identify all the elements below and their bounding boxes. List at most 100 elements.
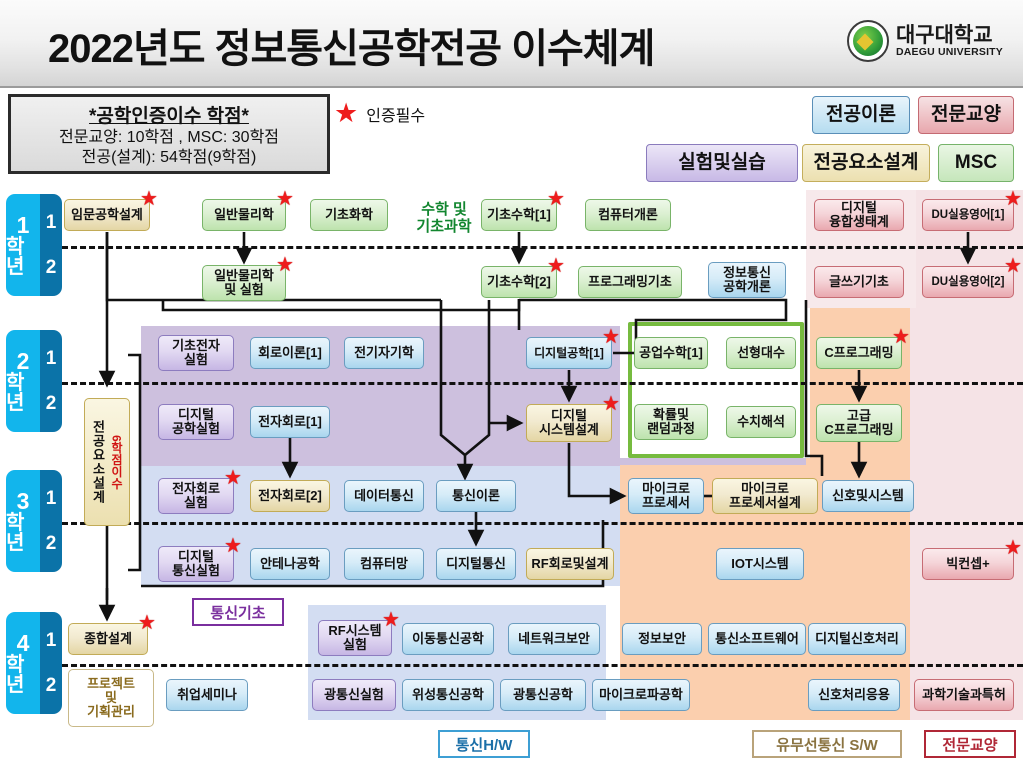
course-box-c23[interactable]: 디지털 시스템설계 <box>526 404 612 442</box>
course-box-c14[interactable]: 기초전자 실험 <box>158 335 234 371</box>
course-label: 통신소프트웨어 <box>715 630 799 646</box>
group-label-math-science: 수학 및 기초과학 <box>398 200 490 236</box>
course-box-c15[interactable]: 회로이론[1] <box>250 337 330 369</box>
course-box-c50[interactable]: 위성통신공학 <box>402 679 494 711</box>
course-label: 신호처리응용 <box>818 686 890 702</box>
course-box-c12[interactable]: 글쓰기기초 <box>814 266 904 298</box>
course-box-c36[interactable]: 컴퓨터망 <box>344 548 424 580</box>
course-label: 수치해석 <box>737 413 785 429</box>
required-star-icon: ★ <box>1004 188 1022 210</box>
course-box-c49[interactable]: 광통신실험 <box>312 679 396 711</box>
course-box-c47[interactable]: 디지털신호처리 <box>808 623 906 655</box>
course-box-c48[interactable]: 취업세미나 <box>166 679 248 711</box>
course-label: 디지털 시스템설계 <box>539 407 599 437</box>
course-box-c10[interactable]: 프로그래밍기초 <box>578 266 682 298</box>
course-label: 빅컨셉+ <box>946 555 990 571</box>
course-box-c43[interactable]: 이동통신공학 <box>402 623 494 655</box>
course-box-c19[interactable]: 선형대수 <box>726 337 796 369</box>
course-label: 선형대수 <box>737 344 785 360</box>
course-box-c32[interactable]: 마이크로 프로세서설계 <box>712 478 818 514</box>
year-1-sem-1: 1 <box>45 211 57 233</box>
course-label: 마이크로파공학 <box>599 686 683 702</box>
course-label: 광통신공학 <box>513 686 573 702</box>
course-box-c06[interactable]: 디지털 융합생태계 <box>814 199 904 231</box>
course-box-c13[interactable]: DU실용영어[2] <box>922 266 1014 298</box>
course-box-c31[interactable]: 마이크로 프로세서 <box>628 478 704 514</box>
university-logo: 대구대학교 DAEGU UNIVERSITY <box>846 20 1003 62</box>
course-box-c07[interactable]: DU실용영어[1] <box>922 199 1014 231</box>
course-label: IOT시스템 <box>731 555 789 571</box>
course-box-c52[interactable]: 마이크로파공학 <box>592 679 690 711</box>
required-star-icon: ★ <box>602 393 620 415</box>
tag-comm-hw: 통신H/W <box>438 730 530 758</box>
year-3-sem-2: 2 <box>45 532 57 554</box>
course-box-c04[interactable]: 기초수학[1] <box>481 199 557 231</box>
course-box-c33[interactable]: 신호및시스템 <box>822 480 914 512</box>
course-box-c25[interactable]: 수치해석 <box>726 406 796 438</box>
course-label: 컴퓨터망 <box>360 555 408 571</box>
course-box-c21[interactable]: 디지털 공학실험 <box>158 404 234 440</box>
course-label: 디지털신호처리 <box>815 630 899 646</box>
course-box-c05[interactable]: 컴퓨터개론 <box>585 199 671 231</box>
semester-divider-y2 <box>62 382 1023 385</box>
math-science-line2: 기초과학 <box>416 218 472 235</box>
course-box-c24[interactable]: 확률및 랜덤과정 <box>634 404 708 440</box>
course-box-c02[interactable]: 일반물리학 <box>202 199 286 231</box>
course-label: 통신이론 <box>452 487 500 503</box>
legend-chip-liberal[interactable]: 전문교양 <box>918 96 1014 134</box>
course-box-c01[interactable]: 임문공학설계 <box>64 199 150 231</box>
course-box-c18[interactable]: 공업수학[1] <box>634 337 708 369</box>
course-box-c42[interactable]: RF시스템 실험 <box>318 620 392 656</box>
course-box-c17[interactable]: 디지털공학[1] <box>526 337 612 369</box>
course-box-c11[interactable]: 정보통신 공학개론 <box>708 262 786 298</box>
course-box-c39[interactable]: IOT시스템 <box>716 548 804 580</box>
year-4-sem-2: 2 <box>45 674 57 696</box>
legend-chip-msc[interactable]: MSC <box>938 144 1014 182</box>
daegu-university-seal-icon <box>846 20 889 62</box>
course-box-c40[interactable]: 빅컨셉+ <box>922 548 1014 580</box>
required-star-icon: ★ <box>276 254 294 276</box>
course-box-c16[interactable]: 전기자기학 <box>344 337 424 369</box>
course-box-c28[interactable]: 전자회로[2] <box>250 480 330 512</box>
course-box-c51[interactable]: 광통신공학 <box>500 679 586 711</box>
course-box-c35[interactable]: 안테나공학 <box>250 548 330 580</box>
legend-chip-theory[interactable]: 전공이론 <box>812 96 910 134</box>
course-box-c29[interactable]: 데이터통신 <box>344 480 424 512</box>
legend-chip-lab[interactable]: 실험및실습 <box>646 144 798 182</box>
year-block-4: 4 학년 1 2 <box>6 612 62 714</box>
course-box-c34[interactable]: 디지털 통신실험 <box>158 546 234 582</box>
course-label: 디지털공학[1] <box>534 345 604 360</box>
star-icon: ★ <box>334 98 359 128</box>
course-label: 일반물리학 <box>214 206 274 222</box>
course-box-c46[interactable]: 통신소프트웨어 <box>708 623 806 655</box>
course-box-c09[interactable]: 기초수학[2] <box>481 266 557 298</box>
credits-title: *공학인증이수 학점* <box>89 106 249 127</box>
course-box-c55[interactable]: 프로젝트 및 기획관리 <box>68 669 154 727</box>
course-box-c54[interactable]: 과학기술과특허 <box>914 679 1014 711</box>
course-label: 마이크로 프로세서 <box>642 480 690 510</box>
course-label: DU실용영어[1] <box>931 208 1005 221</box>
course-box-c37[interactable]: 디지털통신 <box>436 548 516 580</box>
course-box-c44[interactable]: 네트워크보안 <box>508 623 600 655</box>
tag-comm-sw: 유무선통신 S/W <box>752 730 902 758</box>
year-1-number: 1 <box>16 211 30 238</box>
credits-line-2: 전공(설계): 54학점(9학점) <box>81 149 257 166</box>
course-box-c20[interactable]: C프로그래밍 <box>816 337 902 369</box>
course-box-c38[interactable]: RF회로및설계 <box>526 548 614 580</box>
course-box-c53[interactable]: 신호처리응용 <box>808 679 900 711</box>
tag-liberal-bottom: 전문교양 <box>924 730 1016 758</box>
course-box-c27[interactable]: 전자회로 실험 <box>158 478 234 514</box>
required-star-icon: ★ <box>224 535 242 557</box>
course-box-c41[interactable]: 종합설계 <box>68 623 148 655</box>
course-box-c30[interactable]: 통신이론 <box>436 480 516 512</box>
course-box-c08[interactable]: 일반물리학 및 실험 <box>202 265 286 301</box>
course-label: 기초화학 <box>325 206 373 222</box>
legend-chip-design[interactable]: 전공요소설계 <box>802 144 930 182</box>
course-box-c26[interactable]: 고급 C프로그래밍 <box>816 404 902 442</box>
course-box-c22[interactable]: 전자회로[1] <box>250 406 330 438</box>
year-2-number: 2 <box>16 347 30 374</box>
course-box-c45[interactable]: 정보보안 <box>622 623 702 655</box>
year-2-semesters: 1 2 <box>40 330 62 432</box>
course-box-c03[interactable]: 기초화학 <box>310 199 388 231</box>
required-star-icon: ★ <box>602 326 620 348</box>
